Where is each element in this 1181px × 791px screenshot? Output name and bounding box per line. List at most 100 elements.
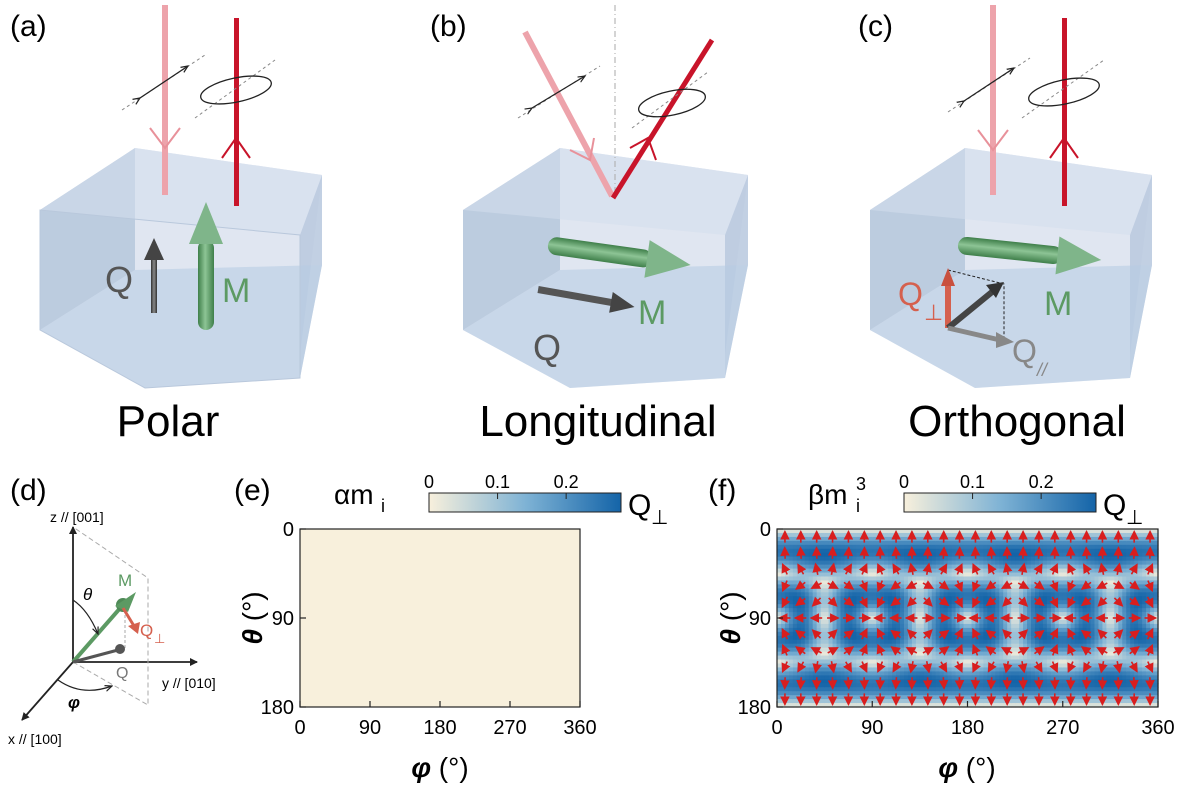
heatmap-cell xyxy=(1154,608,1159,613)
heatmap-cell xyxy=(872,623,877,629)
heatmap-cell xyxy=(959,675,965,680)
heatmap-cell xyxy=(963,600,969,605)
heatmap-cell xyxy=(800,588,806,593)
heatmap-cell xyxy=(907,643,913,649)
heatmap-cell xyxy=(792,651,798,657)
heatmap-cell xyxy=(943,572,949,578)
heatmap-cell xyxy=(1102,564,1108,570)
heatmap-cell xyxy=(872,540,877,546)
heatmap-cell xyxy=(1007,627,1012,633)
heatmap-cell xyxy=(904,627,909,633)
heatmap-cell xyxy=(1150,671,1155,676)
heatmap-cell xyxy=(995,639,1000,645)
heatmap-cell xyxy=(1094,631,1100,637)
heatmap-cell xyxy=(1142,671,1147,676)
q-perp-arrow xyxy=(1129,646,1140,656)
heatmap-cell xyxy=(900,608,905,613)
heatmap-cell xyxy=(1078,659,1084,665)
heatmap-cell xyxy=(1042,560,1048,566)
heatmap-cell xyxy=(804,659,810,665)
heatmap-cell xyxy=(923,556,929,562)
heatmap-cell xyxy=(927,608,933,613)
heatmap-cell xyxy=(963,627,969,633)
heatmap-cell xyxy=(792,687,798,692)
heatmap-cell xyxy=(900,600,905,605)
heatmap-cell xyxy=(832,635,838,641)
heatmap-cell xyxy=(1122,596,1127,601)
q-perp-arrow xyxy=(922,660,933,674)
heatmap-cell xyxy=(836,667,842,672)
heatmap-cell xyxy=(792,540,798,546)
heatmap-cell xyxy=(915,596,921,601)
heatmap-cell xyxy=(836,675,842,680)
heatmap-cell xyxy=(1023,635,1028,641)
heatmap-cell xyxy=(1046,584,1052,589)
heatmap-cell xyxy=(1106,687,1111,692)
heatmap-cell xyxy=(967,612,973,617)
heatmap-cell xyxy=(796,671,802,676)
heatmap-cell xyxy=(832,596,838,601)
heatmap-cell xyxy=(1058,647,1064,653)
heatmap-cell xyxy=(1038,588,1044,593)
q-perp-arrow xyxy=(1081,546,1092,559)
heatmap-cell xyxy=(1090,627,1096,633)
heatmap-cell xyxy=(1062,647,1068,653)
heatmap-cell xyxy=(780,592,786,597)
heatmap-cell xyxy=(995,655,1000,661)
heatmap-cell xyxy=(856,655,861,661)
heatmap-cell xyxy=(1042,667,1048,672)
heatmap-cell xyxy=(1042,683,1048,688)
heatmap-cell xyxy=(872,695,877,700)
heatmap-cell xyxy=(856,548,861,554)
heatmap-cell xyxy=(1058,560,1064,566)
heatmap-cell xyxy=(1110,612,1115,617)
heatmap-cell xyxy=(1110,667,1115,672)
heatmap-cell xyxy=(1138,604,1143,609)
heatmap-cell xyxy=(1062,556,1068,562)
colorbar-label-e: Q xyxy=(628,489,651,522)
heatmap-cell xyxy=(907,655,913,661)
x-tick-label: 180 xyxy=(951,717,984,739)
heatmap-cell xyxy=(1142,548,1147,554)
heatmap-cell xyxy=(792,568,798,574)
heatmap-cell xyxy=(892,540,897,546)
heatmap-cell xyxy=(1015,667,1020,672)
heatmap-cell xyxy=(824,604,830,609)
heatmap-cell xyxy=(979,703,984,708)
heatmap-cell xyxy=(872,703,877,708)
heatmap-cell xyxy=(1078,612,1084,617)
heatmap-cell xyxy=(824,695,830,700)
heatmap-cell xyxy=(1070,572,1076,578)
heatmap-cell xyxy=(800,560,806,566)
heatmap-cell xyxy=(967,659,973,665)
heatmap-cell xyxy=(979,600,984,605)
heatmap-cell xyxy=(856,544,861,550)
heatmap-cell xyxy=(896,556,901,562)
heatmap-cell xyxy=(1122,659,1127,665)
heatmap-cell xyxy=(979,616,984,621)
heatmap-cell xyxy=(1062,596,1068,601)
heatmap-cell xyxy=(1086,556,1092,562)
heatmap-cell xyxy=(1031,667,1036,672)
q-perp-arrow xyxy=(1033,677,1044,690)
heatmap-cell xyxy=(900,540,905,546)
heatmap-cell xyxy=(880,643,885,649)
heatmap-cell xyxy=(1070,667,1076,672)
heatmap-cell xyxy=(967,572,973,578)
panel-c: (c) Q ⊥ Q // M Ortho xyxy=(858,5,1152,446)
heatmap-cell xyxy=(824,679,830,684)
heatmap-cell xyxy=(1058,679,1064,684)
heatmap-cell xyxy=(995,699,1000,704)
heatmap-cell xyxy=(812,691,818,696)
heatmap-cell xyxy=(987,691,992,696)
heatmap-cell xyxy=(1070,691,1076,696)
heatmap-cell xyxy=(935,667,941,672)
heatmap-cell xyxy=(1058,608,1064,613)
heatmap-cell xyxy=(892,588,897,593)
heatmap-cell xyxy=(935,536,941,542)
term-e: αm xyxy=(334,479,374,510)
q-perp-arrow xyxy=(1083,563,1092,575)
heatmap-cell xyxy=(919,675,925,680)
heatmap-cell xyxy=(860,655,865,661)
heatmap-cell xyxy=(931,687,937,692)
